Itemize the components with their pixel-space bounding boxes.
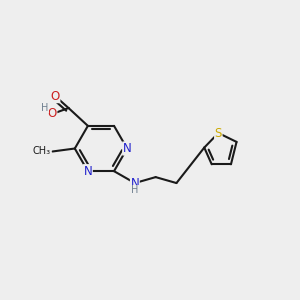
Text: H: H <box>41 103 49 113</box>
Text: N: N <box>83 165 92 178</box>
Text: N: N <box>123 142 131 155</box>
Text: O: O <box>48 107 57 121</box>
Text: S: S <box>215 127 222 140</box>
Text: N: N <box>130 177 139 190</box>
Text: O: O <box>51 90 60 103</box>
Text: H: H <box>131 185 139 196</box>
Text: CH₃: CH₃ <box>33 146 51 157</box>
